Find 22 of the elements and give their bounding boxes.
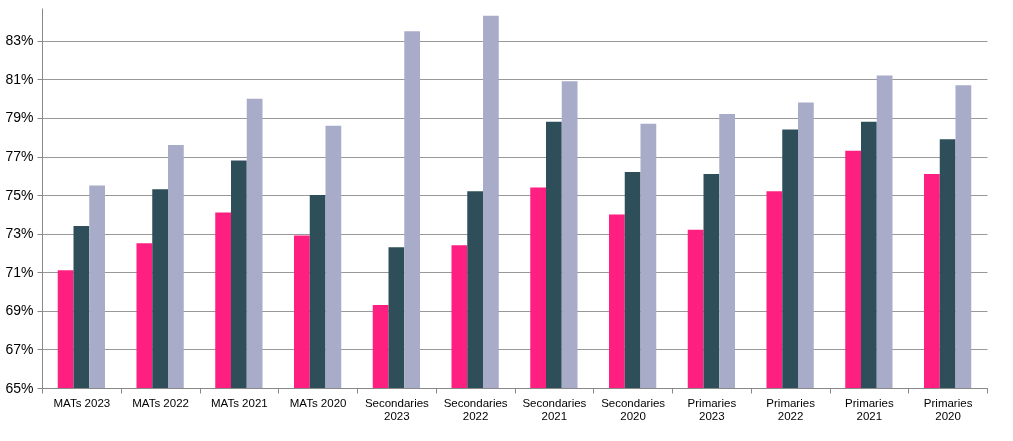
x-tick-label: MATs 2021 — [211, 396, 268, 409]
x-tick-label: Primaries 2022 — [766, 396, 816, 422]
y-tick-label: 69% — [5, 302, 34, 319]
x-tick-label: MATs 2023 — [53, 396, 111, 409]
y-tick-label: 81% — [5, 70, 34, 87]
y-tick-label: 73% — [5, 225, 34, 242]
x-tick-label: Secondaries 2023 — [364, 396, 430, 422]
x-tick-label: MATs 2022 — [132, 396, 189, 409]
y-tick-label: 79% — [5, 109, 34, 126]
x-tick-label: Secondaries 2022 — [443, 396, 508, 422]
x-tick-label: Secondaries 2021 — [522, 396, 587, 422]
y-tick-label: 71% — [5, 263, 34, 280]
x-tick-label: Primaries 2020 — [923, 396, 973, 422]
y-tick-label: 75% — [5, 186, 34, 203]
x-tick-label: Primaries 2023 — [687, 396, 737, 422]
y-tick-label: 77% — [5, 148, 34, 165]
x-tick-label: Primaries 2021 — [845, 396, 894, 422]
y-tick-label: 65% — [5, 379, 34, 396]
y-tick-label: 67% — [5, 340, 34, 357]
x-tick-label: Secondaries 2020 — [601, 396, 666, 422]
y-tick-label: 83% — [5, 32, 34, 49]
x-tick-label: MATs 2020 — [289, 396, 347, 409]
